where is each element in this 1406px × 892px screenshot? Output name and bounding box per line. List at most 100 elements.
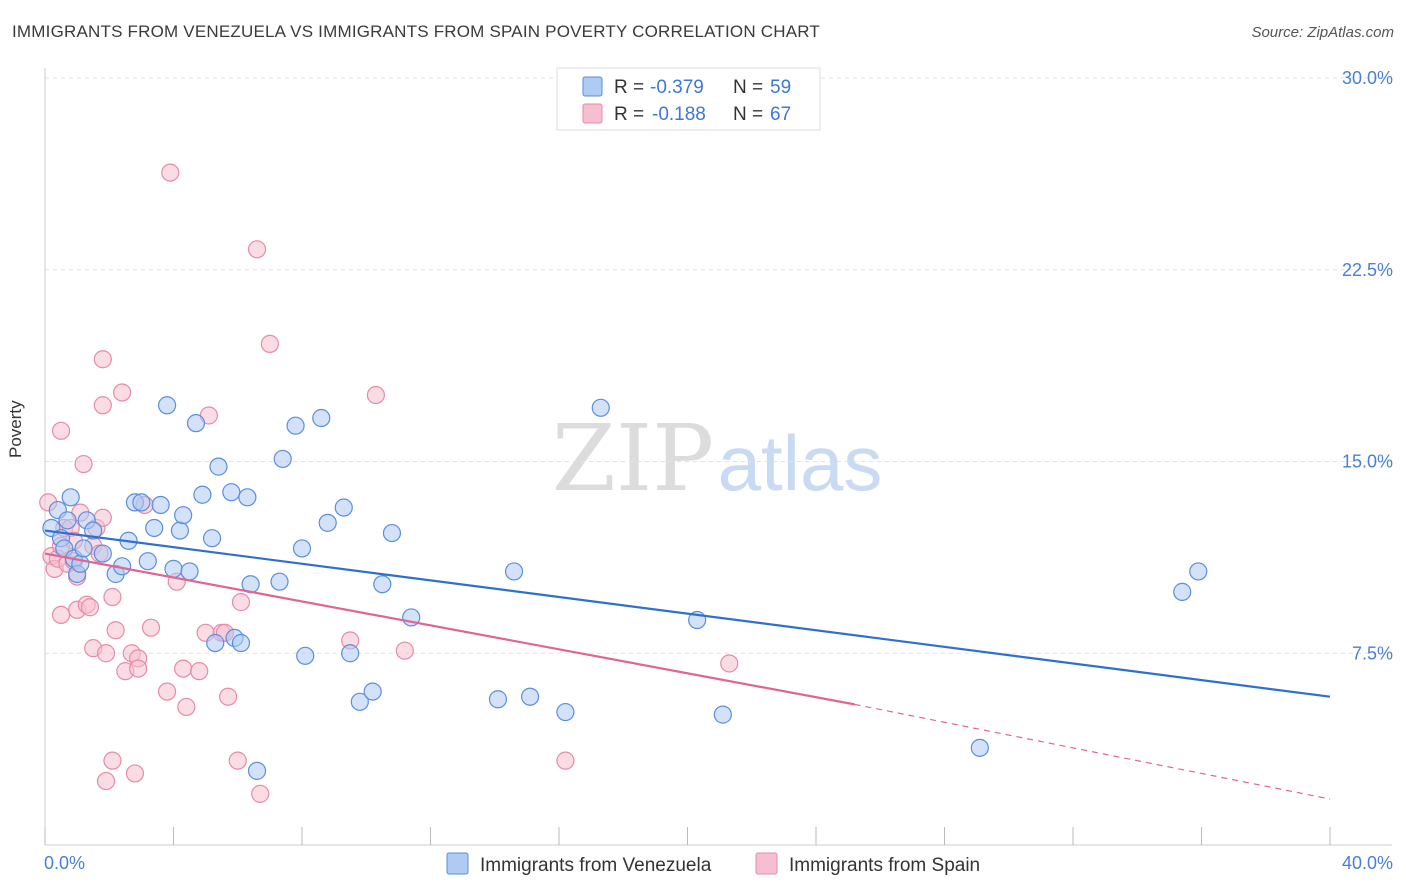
spain-point — [129, 659, 148, 678]
venezuela-point — [138, 552, 157, 571]
spain-point — [112, 383, 132, 402]
spain-point — [260, 334, 279, 353]
spain-point — [247, 240, 267, 259]
venezuela-point — [71, 554, 90, 573]
stats-n-label-venezuela: N = — [733, 77, 763, 98]
spain-point — [74, 454, 93, 474]
spain-point — [96, 771, 116, 791]
spain-point — [556, 751, 575, 770]
venezuela-point — [170, 521, 190, 540]
bottom-legend: Immigrants from Venezuela Immigrants fro… — [446, 852, 980, 876]
venezuela-point — [341, 644, 360, 663]
y-tick-label: 7.5% — [1352, 643, 1393, 663]
spain-point — [51, 605, 71, 625]
watermark-atlas: atlas — [718, 419, 883, 507]
spain-point — [395, 641, 414, 660]
spain-point — [93, 350, 112, 369]
legend-label-spain: Immigrants from Spain — [789, 855, 980, 876]
watermark-zip: ZIP — [552, 405, 714, 512]
series-spain-points — [39, 163, 739, 803]
venezuela-point — [1173, 582, 1192, 601]
venezuela-point — [222, 483, 241, 502]
venezuela-point — [247, 761, 267, 780]
spain-point — [80, 598, 100, 617]
stats-n-label-spain: N = — [733, 104, 763, 125]
axes — [44, 68, 1392, 846]
venezuela-point — [151, 495, 170, 515]
venezuela-point — [145, 518, 164, 538]
venezuela-point — [193, 485, 212, 504]
tick-labels: 7.5% 15.0% 22.5% 30.0% 0.0% 40.0% — [44, 68, 1393, 873]
spain-point — [157, 682, 177, 701]
venezuela-point — [488, 690, 508, 709]
spain-point — [174, 659, 193, 678]
x-tick-label-min: 0.0% — [44, 853, 85, 873]
stats-legend: R = -0.379 N = 59 R = -0.188 N = 67 — [556, 67, 821, 131]
stats-r-value-spain: -0.188 — [652, 104, 706, 125]
venezuela-point — [520, 687, 540, 706]
spain-point — [228, 751, 247, 770]
venezuela-point — [132, 493, 151, 512]
spain-point — [219, 687, 238, 706]
venezuela-point — [209, 457, 228, 476]
chart-title: IMMIGRANTS FROM VENEZUELA VS IMMIGRANTS … — [12, 22, 820, 41]
venezuela-point — [296, 646, 315, 665]
venezuela-point — [334, 498, 353, 517]
stats-swatch-venezuela — [582, 76, 603, 97]
spain-trend-line-extension — [854, 703, 1331, 800]
spain-point — [231, 593, 251, 612]
venezuela-point — [970, 738, 989, 757]
venezuela-point — [591, 398, 610, 417]
venezuela-point — [174, 506, 193, 525]
venezuela-point — [1189, 562, 1208, 581]
spain-point — [103, 751, 122, 770]
venezuela-point — [273, 449, 292, 469]
venezuela-point — [206, 633, 225, 653]
venezuela-point — [382, 523, 402, 543]
trend-lines — [44, 529, 1331, 800]
venezuela-point — [238, 488, 257, 507]
venezuela-point — [270, 572, 289, 591]
venezuela-point — [286, 416, 305, 435]
grid-lines — [45, 77, 1392, 654]
y-tick-label: 15.0% — [1342, 452, 1393, 472]
y-tick-label: 22.5% — [1342, 260, 1393, 280]
spain-point — [177, 697, 196, 717]
venezuela-point — [231, 633, 251, 653]
venezuela-point — [74, 539, 93, 558]
venezuela-point — [373, 575, 392, 594]
spain-point — [251, 784, 270, 803]
stats-r-value-venezuela: -0.379 — [650, 77, 704, 98]
spain-point — [96, 644, 116, 663]
venezuela-point — [350, 692, 369, 711]
spain-point — [106, 621, 125, 640]
source-label: Source: ZipAtlas.com — [1251, 24, 1394, 41]
spain-point — [51, 421, 71, 440]
spain-point — [366, 385, 385, 405]
spain-point — [161, 163, 180, 182]
venezuela-trend-line — [44, 529, 1331, 698]
venezuela-point — [556, 702, 575, 722]
stats-n-value-spain: 67 — [770, 104, 791, 125]
y-tick-label: 30.0% — [1342, 68, 1393, 88]
spain-point — [93, 396, 112, 415]
series-venezuela-points — [42, 396, 1208, 780]
stats-n-value-venezuela: 59 — [770, 77, 791, 98]
stats-r-label-venezuela: R = — [614, 77, 644, 98]
spain-trend-line — [44, 552, 855, 706]
venezuela-point — [713, 705, 732, 724]
spain-point — [141, 618, 161, 637]
venezuela-point — [202, 529, 222, 548]
spain-point — [125, 764, 145, 783]
venezuela-point — [363, 682, 382, 701]
venezuela-point — [61, 488, 80, 507]
venezuela-point — [504, 562, 524, 581]
venezuela-point — [292, 539, 312, 558]
venezuela-point — [180, 562, 199, 581]
legend-label-venezuela: Immigrants from Venezuela — [480, 855, 712, 876]
venezuela-point — [93, 544, 112, 563]
venezuela-point — [186, 414, 206, 433]
spain-point — [720, 654, 739, 673]
venezuela-point — [58, 511, 77, 530]
